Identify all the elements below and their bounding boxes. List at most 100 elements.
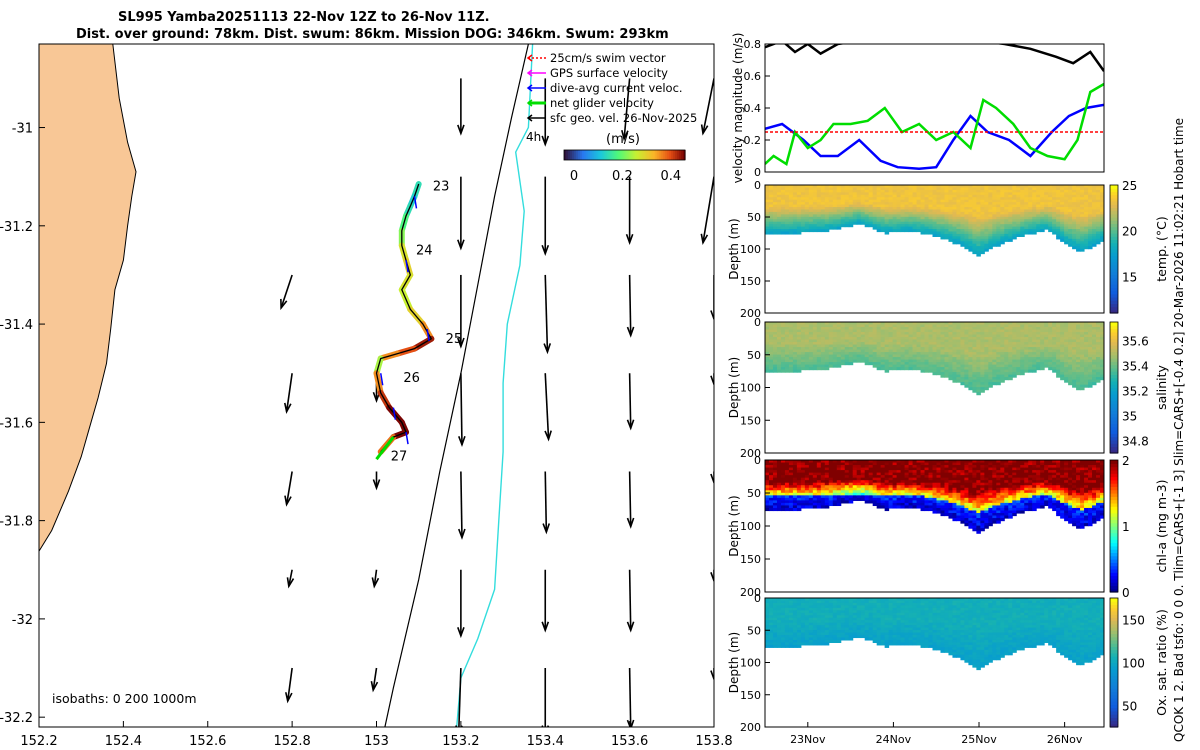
section-cell [968,243,973,247]
section-cell [780,364,786,368]
section-cell [1084,202,1089,206]
section-cell [1016,369,1021,373]
section-cell [992,322,997,326]
colorbar-cell [646,150,650,160]
section-cell [1076,229,1081,233]
section-cell [808,344,814,348]
section-cell [1080,187,1085,191]
section-cell [1036,197,1041,201]
section-cell [960,492,965,496]
section-cell [1052,332,1057,336]
section-cell [840,216,846,220]
section-cell [908,462,914,466]
section-cell [1032,344,1037,348]
section-cell [964,487,969,491]
colorbar-cell [636,150,640,160]
section-cell [1048,185,1053,189]
section-cell [1020,357,1025,361]
section-cell [908,197,914,201]
section-cell [1076,322,1081,326]
section-cell [988,219,993,223]
section-cell [908,497,914,501]
section-cell [960,359,965,363]
section-cell [800,221,806,225]
section-cell [868,207,874,211]
section-cell [964,231,969,235]
section-cell [776,192,782,196]
section-cell [772,229,778,233]
section-cell [1048,362,1053,366]
section-cell [852,487,858,491]
section-cell [956,369,961,373]
section-cell [996,359,1001,363]
section-cell [772,507,778,512]
section-cell [1032,354,1037,358]
section-cell [1020,221,1025,225]
section-cell [792,369,798,373]
section-cell [1048,347,1053,351]
section-cell [792,231,798,235]
section-cell [1036,214,1041,218]
section-cell [804,357,810,361]
section-cell [780,204,786,208]
section-cell [1100,344,1105,348]
section-cell [800,342,806,346]
section-cell [1004,357,1009,361]
section-cell [884,185,890,189]
section-cell [1024,202,1029,206]
section-cell [788,505,794,509]
section-cell [972,342,977,346]
section-cell [1036,216,1041,220]
section-cell [912,187,918,191]
section-cell [816,219,822,223]
section-cell [780,221,786,225]
section-cell [904,194,910,198]
section-cell [768,462,774,466]
section-cell [844,362,850,366]
section-cell [980,204,985,208]
section-cell [1044,342,1049,346]
section-cell [892,492,898,496]
section-cell [980,216,985,220]
section-cell [1084,219,1089,223]
section-cell [1100,219,1105,223]
section-cell [1028,367,1033,371]
section-cell [976,229,981,233]
section-cell [884,347,890,351]
section-cell [956,216,961,220]
section-cell [912,221,918,225]
section-cell [836,487,842,491]
section-cell [1008,327,1013,331]
section-cell [800,364,806,368]
section-cell [1064,372,1069,376]
section-cell [772,490,778,494]
section-cell [888,192,894,196]
section-cell [932,226,937,230]
section-cell [952,359,957,363]
section-cell [896,359,902,363]
section-cell [864,332,870,336]
section-cell [788,216,794,220]
section-cell [1004,369,1009,373]
section-cell [980,379,985,383]
section-cell [936,339,941,343]
geo-velocity-arrow [457,274,465,349]
section-cell [800,204,806,208]
section-cell [1036,224,1041,228]
section-cell [952,226,957,230]
section-cell [928,347,934,351]
section-cell [792,475,798,479]
section-cell [1088,233,1093,237]
section-cell [1092,364,1097,368]
section-cell [1084,226,1089,230]
section-cell [880,221,886,225]
section-cell [944,372,949,376]
section-cell [868,324,874,328]
section-cell [784,477,790,481]
section-cell [765,192,770,196]
section-cell [952,342,957,346]
section-cell [1052,362,1057,366]
section-cell [1064,364,1069,368]
section-cell [956,505,961,509]
section-cell [1088,187,1093,191]
